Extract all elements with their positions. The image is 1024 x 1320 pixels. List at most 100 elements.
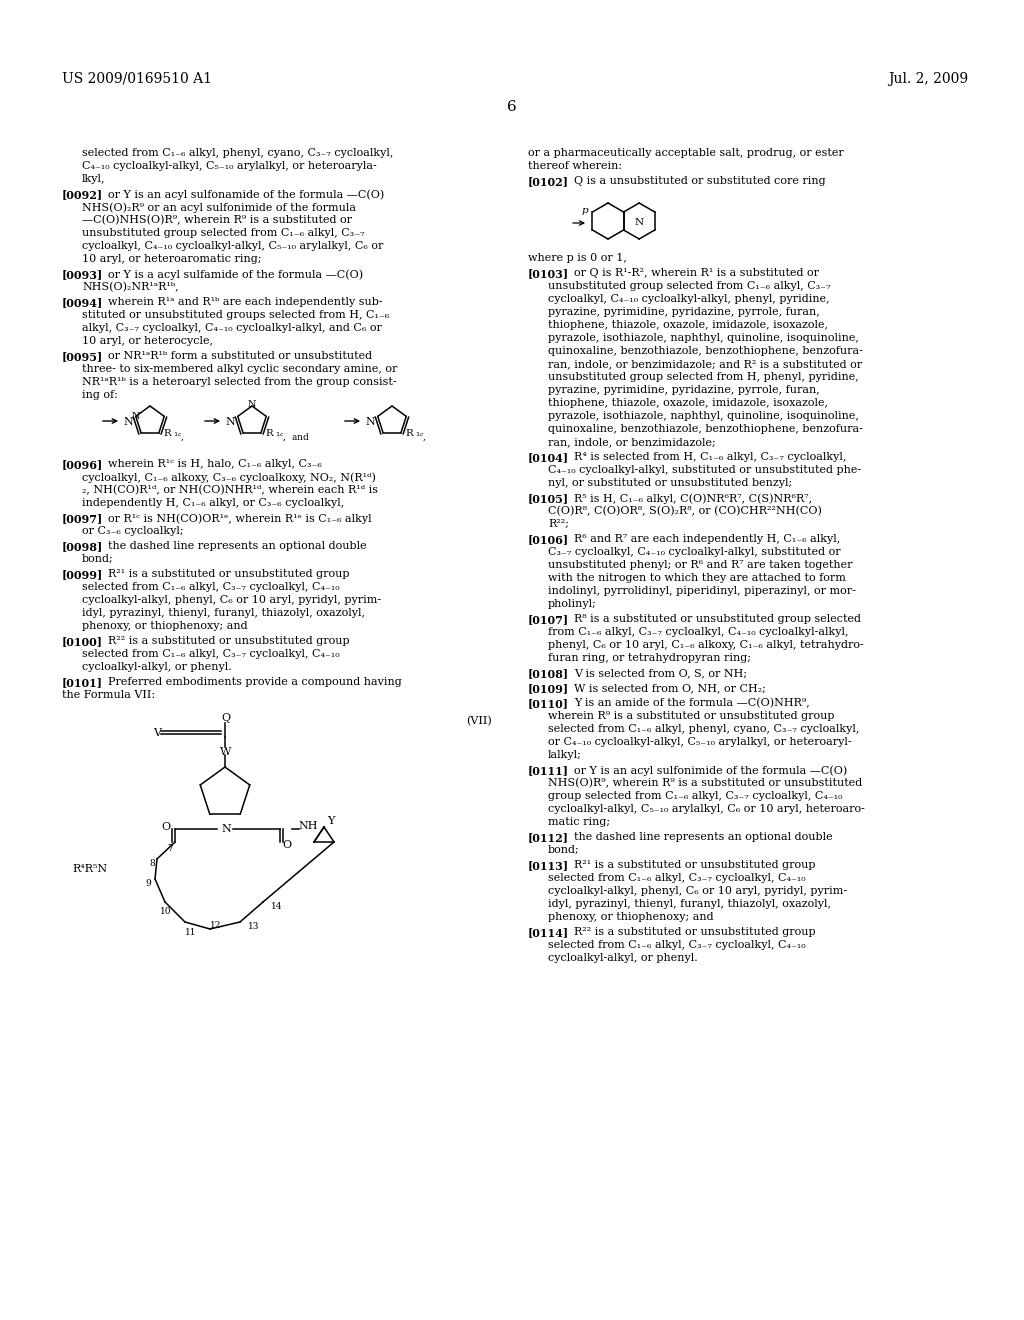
- Text: O: O: [161, 822, 170, 832]
- Text: ₂, NH(CO)R¹ᵈ, or NH(CO)NHR¹ᵈ, wherein each R¹ᵈ is: ₂, NH(CO)R¹ᵈ, or NH(CO)NHR¹ᵈ, wherein ea…: [82, 484, 378, 495]
- Text: N: N: [634, 218, 643, 227]
- Text: or C₃₋₆ cycloalkyl;: or C₃₋₆ cycloalkyl;: [82, 525, 183, 536]
- Text: [0113]: [0113]: [528, 861, 569, 871]
- Text: where p is 0 or 1,: where p is 0 or 1,: [528, 253, 627, 263]
- Text: or R¹ᶜ is NH(CO)OR¹ᵉ, wherein R¹ᵉ is C₁₋₆ alkyl: or R¹ᶜ is NH(CO)OR¹ᵉ, wherein R¹ᵉ is C₁₋…: [108, 513, 372, 524]
- Text: 8: 8: [150, 859, 155, 869]
- Text: NHS(O)₂R⁹ or an acyl sulfonimide of the formula: NHS(O)₂R⁹ or an acyl sulfonimide of the …: [82, 202, 356, 213]
- Text: p: p: [582, 206, 589, 215]
- Text: R²¹ is a substituted or unsubstituted group: R²¹ is a substituted or unsubstituted gr…: [108, 569, 349, 579]
- Text: [0096]: [0096]: [62, 459, 103, 470]
- Text: phenoxy, or thiophenoxy; and: phenoxy, or thiophenoxy; and: [548, 912, 714, 921]
- Text: R⁴R⁵N: R⁴R⁵N: [72, 865, 108, 874]
- Text: phenyl, C₆ or 10 aryl, C₁₋₆ alkoxy, C₁₋₆ alkyl, tetrahydro-: phenyl, C₆ or 10 aryl, C₁₋₆ alkoxy, C₁₋₆…: [548, 640, 864, 649]
- Text: cycloalkyl-alkyl, phenyl, C₆ or 10 aryl, pyridyl, pyrim-: cycloalkyl-alkyl, phenyl, C₆ or 10 aryl,…: [82, 595, 381, 605]
- Text: pyrazine, pyrimidine, pyridazine, pyrrole, furan,: pyrazine, pyrimidine, pyridazine, pyrrol…: [548, 385, 820, 395]
- Text: [0092]: [0092]: [62, 189, 103, 201]
- Text: 7: 7: [167, 843, 173, 853]
- Text: R²²;: R²²;: [548, 519, 569, 529]
- Text: [0102]: [0102]: [528, 176, 569, 187]
- Text: 10 aryl, or heteroaromatic ring;: 10 aryl, or heteroaromatic ring;: [82, 253, 261, 264]
- Text: $^{1c}$,  and: $^{1c}$, and: [274, 432, 310, 445]
- Text: selected from C₁₋₆ alkyl, C₃₋₇ cycloalkyl, C₄₋₁₀: selected from C₁₋₆ alkyl, C₃₋₇ cycloalky…: [548, 873, 806, 883]
- Text: stituted or unsubstituted groups selected from H, C₁₋₆: stituted or unsubstituted groups selecte…: [82, 310, 389, 319]
- Text: cycloalkyl, C₁₋₆ alkoxy, C₃₋₆ cycloalkoxy, NO₂, N(R¹ᵈ): cycloalkyl, C₁₋₆ alkoxy, C₃₋₆ cycloalkox…: [82, 473, 376, 483]
- Text: independently H, C₁₋₆ alkyl, or C₃₋₆ cycloalkyl,: independently H, C₁₋₆ alkyl, or C₃₋₆ cyc…: [82, 498, 344, 508]
- Text: $^{1c}$,: $^{1c}$,: [415, 432, 427, 445]
- Text: C₄₋₁₀ cycloalkyl-alkyl, substituted or unsubstituted phe-: C₄₋₁₀ cycloalkyl-alkyl, substituted or u…: [548, 465, 861, 475]
- Text: nyl, or substituted or unsubstituted benzyl;: nyl, or substituted or unsubstituted ben…: [548, 478, 793, 488]
- Text: R⁸ is a substituted or unsubstituted group selected: R⁸ is a substituted or unsubstituted gro…: [574, 614, 861, 624]
- Text: unsubstituted group selected from C₁₋₆ alkyl, C₃₋₇: unsubstituted group selected from C₁₋₆ a…: [82, 228, 365, 238]
- Text: cycloalkyl-alkyl, or phenyl.: cycloalkyl-alkyl, or phenyl.: [82, 663, 231, 672]
- Text: R⁵ is H, C₁₋₆ alkyl, C(O)NR⁶R⁷, C(S)NR⁶R⁷,: R⁵ is H, C₁₋₆ alkyl, C(O)NR⁶R⁷, C(S)NR⁶R…: [574, 492, 812, 503]
- Text: O: O: [282, 840, 291, 850]
- Text: [0099]: [0099]: [62, 569, 103, 579]
- Text: 13: 13: [248, 921, 259, 931]
- Text: the Formula VII:: the Formula VII:: [62, 690, 155, 700]
- Text: or Y is an acyl sulfonimide of the formula —C(O): or Y is an acyl sulfonimide of the formu…: [574, 766, 847, 776]
- Text: R: R: [164, 429, 172, 438]
- Text: Preferred embodiments provide a compound having: Preferred embodiments provide a compound…: [108, 677, 401, 686]
- Text: or Y is a acyl sulfamide of the formula —C(O): or Y is a acyl sulfamide of the formula …: [108, 269, 364, 280]
- Text: W: W: [220, 747, 231, 756]
- Text: Y: Y: [327, 816, 335, 826]
- Text: R: R: [266, 429, 273, 438]
- Text: from C₁₋₆ alkyl, C₃₋₇ cycloalkyl, C₄₋₁₀ cycloalkyl-alkyl,: from C₁₋₆ alkyl, C₃₋₇ cycloalkyl, C₄₋₁₀ …: [548, 627, 849, 638]
- Text: (VII): (VII): [466, 715, 492, 726]
- Text: or Y is an acyl sulfonamide of the formula —C(O): or Y is an acyl sulfonamide of the formu…: [108, 189, 384, 199]
- Text: 10 aryl, or heterocycle,: 10 aryl, or heterocycle,: [82, 337, 213, 346]
- Text: unsubstituted group selected from C₁₋₆ alkyl, C₃₋₇: unsubstituted group selected from C₁₋₆ a…: [548, 281, 830, 290]
- Text: bond;: bond;: [82, 554, 114, 564]
- Text: indolinyl, pyrrolidinyl, piperidinyl, piperazinyl, or mor-: indolinyl, pyrrolidinyl, piperidinyl, pi…: [548, 586, 856, 597]
- Text: wherein R¹ᶜ is H, halo, C₁₋₆ alkyl, C₃₋₆: wherein R¹ᶜ is H, halo, C₁₋₆ alkyl, C₃₋₆: [108, 459, 322, 469]
- Text: wherein R¹ᵃ and R¹ᵇ are each independently sub-: wherein R¹ᵃ and R¹ᵇ are each independent…: [108, 297, 383, 308]
- Text: $^{1c}$,: $^{1c}$,: [173, 432, 184, 445]
- Text: or C₄₋₁₀ cycloalkyl-alkyl, C₅₋₁₀ arylalkyl, or heteroaryl-: or C₄₋₁₀ cycloalkyl-alkyl, C₅₋₁₀ arylalk…: [548, 737, 852, 747]
- Text: NH: NH: [298, 821, 317, 832]
- Text: Y is an amide of the formula —C(O)NHR⁹,: Y is an amide of the formula —C(O)NHR⁹,: [574, 698, 810, 709]
- Text: NHS(O)R⁹, wherein R⁹ is a substituted or unsubstituted: NHS(O)R⁹, wherein R⁹ is a substituted or…: [548, 777, 862, 788]
- Text: bond;: bond;: [548, 845, 580, 855]
- Text: W is selected from O, NH, or CH₂;: W is selected from O, NH, or CH₂;: [574, 682, 766, 693]
- Text: V: V: [153, 729, 161, 738]
- Text: cycloalkyl, C₄₋₁₀ cycloalkyl-alkyl, C₅₋₁₀ arylalkyl, C₆ or: cycloalkyl, C₄₋₁₀ cycloalkyl-alkyl, C₅₋₁…: [82, 242, 383, 251]
- Text: [0104]: [0104]: [528, 451, 569, 463]
- Text: selected from C₁₋₆ alkyl, C₃₋₇ cycloalkyl, C₄₋₁₀: selected from C₁₋₆ alkyl, C₃₋₇ cycloalky…: [82, 582, 340, 591]
- Text: [0105]: [0105]: [528, 492, 569, 504]
- Text: cycloalkyl-alkyl, phenyl, C₆ or 10 aryl, pyridyl, pyrim-: cycloalkyl-alkyl, phenyl, C₆ or 10 aryl,…: [548, 886, 847, 896]
- Text: selected from C₁₋₆ alkyl, phenyl, cyano, C₃₋₇ cycloalkyl,: selected from C₁₋₆ alkyl, phenyl, cyano,…: [82, 148, 393, 158]
- Text: or NR¹ᵃR¹ᵇ form a substituted or unsubstituted: or NR¹ᵃR¹ᵇ form a substituted or unsubst…: [108, 351, 372, 360]
- Text: lalkyl;: lalkyl;: [548, 750, 582, 760]
- Text: selected from C₁₋₆ alkyl, C₃₋₇ cycloalkyl, C₄₋₁₀: selected from C₁₋₆ alkyl, C₃₋₇ cycloalky…: [548, 940, 806, 950]
- Text: N: N: [123, 417, 133, 426]
- Text: C₃₋₇ cycloalkyl, C₄₋₁₀ cycloalkyl-alkyl, substituted or: C₃₋₇ cycloalkyl, C₄₋₁₀ cycloalkyl-alkyl,…: [548, 546, 841, 557]
- Text: alkyl, C₃₋₇ cycloalkyl, C₄₋₁₀ cycloalkyl-alkyl, and C₆ or: alkyl, C₃₋₇ cycloalkyl, C₄₋₁₀ cycloalkyl…: [82, 323, 382, 333]
- Text: [0111]: [0111]: [528, 766, 569, 776]
- Text: Q: Q: [221, 713, 230, 723]
- Text: quinoxaline, benzothiazole, benzothiophene, benzofura-: quinoxaline, benzothiazole, benzothiophe…: [548, 346, 863, 356]
- Text: phenoxy, or thiophenoxy; and: phenoxy, or thiophenoxy; and: [82, 620, 248, 631]
- Text: idyl, pyrazinyl, thienyl, furanyl, thiazolyl, oxazolyl,: idyl, pyrazinyl, thienyl, furanyl, thiaz…: [82, 609, 365, 618]
- Text: 10: 10: [160, 907, 171, 916]
- Text: US 2009/0169510 A1: US 2009/0169510 A1: [62, 73, 212, 86]
- Text: NR¹ᵃR¹ᵇ is a heteroaryl selected from the group consist-: NR¹ᵃR¹ᵇ is a heteroaryl selected from th…: [82, 378, 396, 387]
- Text: [0103]: [0103]: [528, 268, 569, 279]
- Text: [0097]: [0097]: [62, 513, 103, 524]
- Text: the dashed line represents an optional double: the dashed line represents an optional d…: [574, 832, 833, 842]
- Text: furan ring, or tetrahydropyran ring;: furan ring, or tetrahydropyran ring;: [548, 653, 751, 663]
- Text: R²² is a substituted or unsubstituted group: R²² is a substituted or unsubstituted gr…: [574, 927, 816, 937]
- Text: [0108]: [0108]: [528, 668, 569, 678]
- Text: [0110]: [0110]: [528, 698, 569, 709]
- Text: pyrazole, isothiazole, naphthyl, quinoline, isoquinoline,: pyrazole, isothiazole, naphthyl, quinoli…: [548, 411, 859, 421]
- Text: matic ring;: matic ring;: [548, 817, 610, 828]
- Text: C(O)R⁸, C(O)OR⁸, S(O)₂R⁸, or (CO)CHR²²NH(CO): C(O)R⁸, C(O)OR⁸, S(O)₂R⁸, or (CO)CHR²²NH…: [548, 506, 822, 516]
- Text: N: N: [365, 417, 375, 426]
- Text: quinoxaline, benzothiazole, benzothiophene, benzofura-: quinoxaline, benzothiazole, benzothiophe…: [548, 424, 863, 434]
- Text: unsubstituted group selected from H, phenyl, pyridine,: unsubstituted group selected from H, phe…: [548, 372, 859, 381]
- Text: ran, indole, or benzimidazole; and R² is a substituted or: ran, indole, or benzimidazole; and R² is…: [548, 359, 862, 370]
- Text: NHS(O)₂NR¹ᵃR¹ᵇ,: NHS(O)₂NR¹ᵃR¹ᵇ,: [82, 282, 178, 292]
- Text: pholinyl;: pholinyl;: [548, 599, 597, 609]
- Text: Jul. 2, 2009: Jul. 2, 2009: [888, 73, 968, 86]
- Text: [0100]: [0100]: [62, 636, 103, 647]
